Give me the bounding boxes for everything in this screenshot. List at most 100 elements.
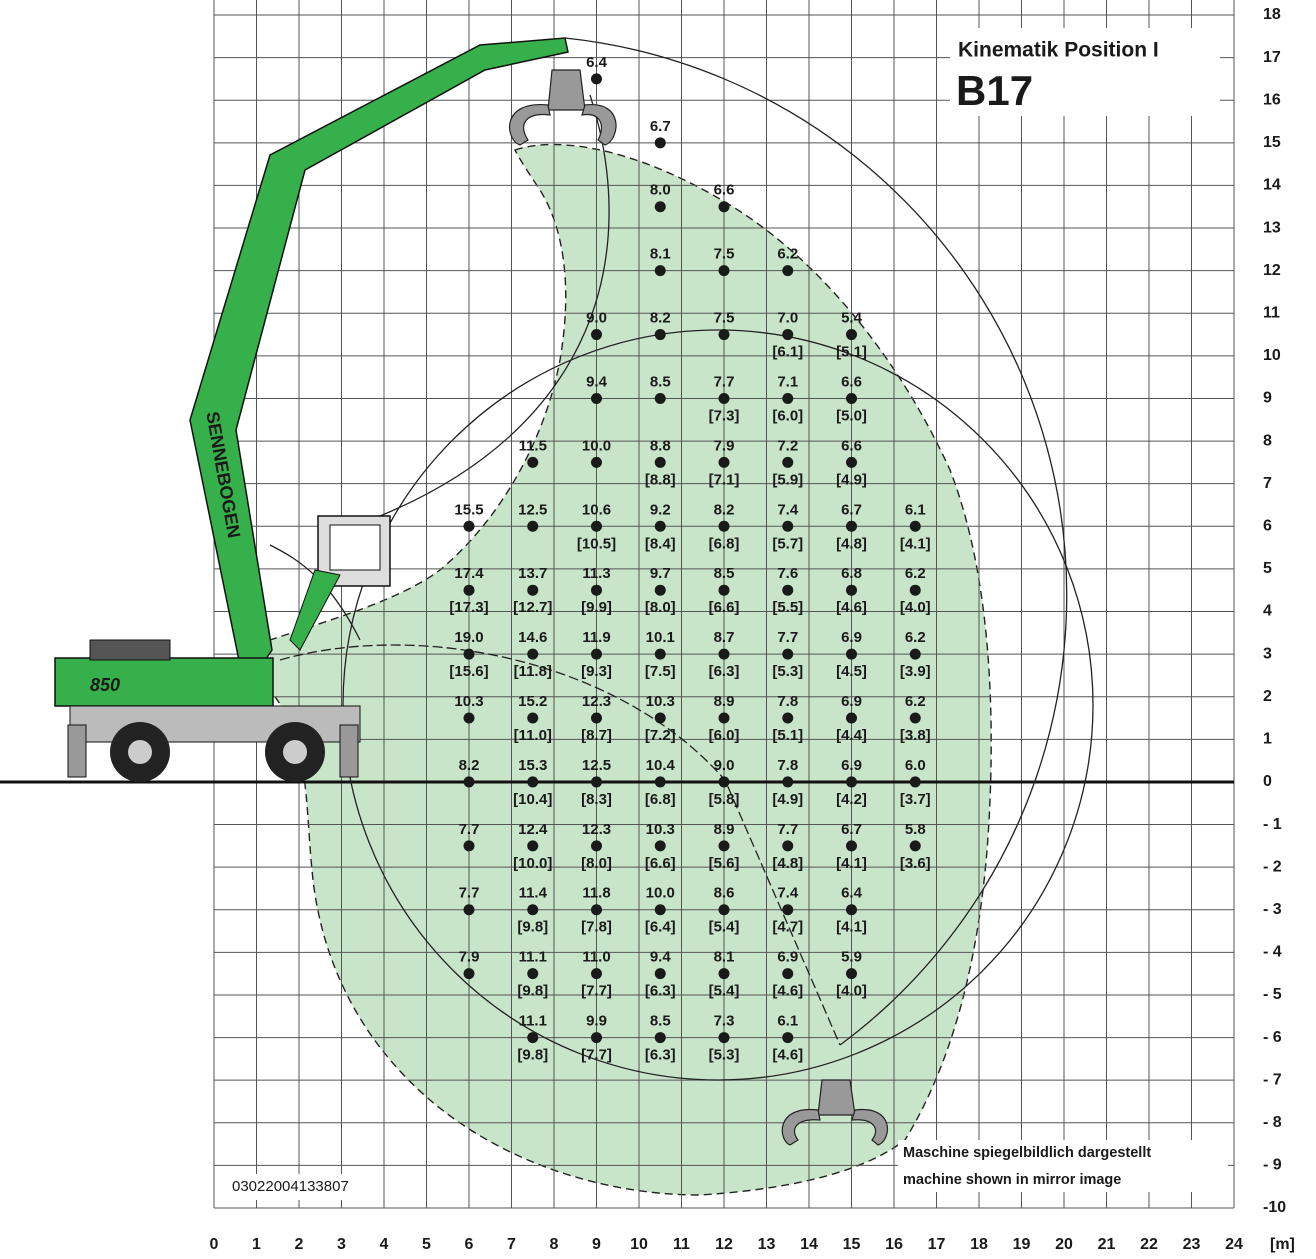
- point: [655, 904, 666, 915]
- load-label: 11.3: [582, 565, 610, 582]
- x-tick-label: 22: [1140, 1236, 1158, 1253]
- load-label: 11.9: [582, 629, 610, 646]
- reduced-load-label: [5.5]: [772, 599, 803, 616]
- reduced-load-label: [4.1]: [900, 535, 931, 552]
- load-label: 11.1: [519, 949, 547, 966]
- reduced-load-label: [9.8]: [517, 983, 548, 1000]
- point: [527, 457, 538, 468]
- point: [846, 840, 857, 851]
- reduced-load-label: [6.0]: [772, 407, 803, 424]
- y-tick-label: 14: [1263, 177, 1281, 194]
- point: [527, 521, 538, 532]
- reduced-load-label: [6.1]: [772, 344, 803, 361]
- reduced-load-label: [4.9]: [836, 471, 867, 488]
- x-tick-label: 13: [758, 1236, 776, 1253]
- load-label: 17.4: [454, 565, 484, 582]
- point: [846, 649, 857, 660]
- reduced-load-label: [10.0]: [513, 855, 552, 872]
- load-label: 10.1: [646, 629, 675, 646]
- y-tick-label: - 2: [1263, 858, 1282, 875]
- reduced-load-label: [5.3]: [772, 663, 803, 680]
- reduced-load-label: [12.7]: [513, 599, 552, 616]
- reduced-load-label: [8.8]: [645, 471, 676, 488]
- point: [782, 265, 793, 276]
- y-tick-label: - 7: [1263, 1071, 1282, 1088]
- load-label: 5.8: [905, 821, 926, 838]
- load-label: 7.7: [714, 373, 735, 390]
- point: [591, 1032, 602, 1043]
- y-tick-label: 16: [1263, 91, 1281, 108]
- point: [846, 713, 857, 724]
- reduced-load-label: [9.9]: [581, 599, 612, 616]
- x-tick-label: 24: [1225, 1236, 1243, 1253]
- reduced-load-label: [6.0]: [709, 727, 740, 744]
- point: [719, 1032, 730, 1043]
- grapple-jaw: [510, 105, 550, 145]
- load-label: 9.4: [650, 949, 672, 966]
- load-label: 8.0: [650, 182, 671, 199]
- x-tick-label: 3: [337, 1236, 346, 1253]
- point: [591, 649, 602, 660]
- load-label: 7.1: [777, 373, 798, 390]
- point: [464, 904, 475, 915]
- load-label: 6.4: [586, 54, 608, 71]
- point: [591, 329, 602, 340]
- load-label: 6.9: [841, 757, 862, 774]
- point: [719, 457, 730, 468]
- point: [655, 840, 666, 851]
- load-label: 6.6: [841, 373, 862, 390]
- reduced-load-label: [4.7]: [772, 919, 803, 936]
- load-label: 6.1: [777, 1013, 798, 1030]
- point: [591, 393, 602, 404]
- y-tick-label: - 1: [1263, 816, 1282, 833]
- y-tick-label: 10: [1263, 347, 1281, 364]
- point: [910, 649, 921, 660]
- load-label: 19.0: [454, 629, 483, 646]
- load-label: 6.2: [905, 693, 926, 710]
- point: [527, 968, 538, 979]
- point: [527, 649, 538, 660]
- point: [846, 457, 857, 468]
- reduced-load-label: [4.6]: [836, 599, 867, 616]
- point: [655, 649, 666, 660]
- load-label: 7.7: [777, 821, 798, 838]
- load-label: 7.6: [777, 565, 798, 582]
- point: [846, 776, 857, 787]
- load-label: 8.1: [650, 246, 671, 263]
- point: [591, 585, 602, 596]
- load-label: 9.7: [650, 565, 671, 582]
- reduced-load-label: [6.3]: [645, 983, 676, 1000]
- grapple-top: [548, 70, 585, 110]
- point: [782, 329, 793, 340]
- load-label: 7.4: [777, 885, 799, 902]
- reduced-load-label: [4.4]: [836, 727, 867, 744]
- outrigger: [68, 725, 86, 777]
- reduced-load-label: [11.0]: [514, 727, 552, 744]
- reduced-load-label: [8.7]: [581, 727, 612, 744]
- reduced-load-label: [3.8]: [900, 727, 931, 744]
- load-label: 11.1: [519, 1013, 547, 1030]
- load-label: 7.7: [459, 885, 480, 902]
- point: [910, 521, 921, 532]
- point: [782, 968, 793, 979]
- point: [782, 393, 793, 404]
- reduced-load-label: [8.0]: [645, 599, 676, 616]
- point: [782, 713, 793, 724]
- y-tick-label: 3: [1263, 645, 1272, 662]
- point: [719, 713, 730, 724]
- reduced-load-label: [4.8]: [836, 535, 867, 552]
- load-label: 7.5: [714, 310, 735, 327]
- point: [655, 265, 666, 276]
- reduced-load-label: [4.0]: [900, 599, 931, 616]
- reduced-load-label: [6.4]: [645, 919, 676, 936]
- point: [464, 585, 475, 596]
- reduced-load-label: [4.9]: [772, 791, 803, 808]
- load-label: 7.5: [714, 246, 735, 263]
- x-tick-label: 23: [1183, 1236, 1201, 1253]
- reduced-load-label: [8.0]: [581, 855, 612, 872]
- point: [464, 840, 475, 851]
- point: [846, 393, 857, 404]
- load-label: 6.8: [841, 565, 862, 582]
- reduced-load-label: [10.4]: [513, 791, 552, 808]
- point: [655, 521, 666, 532]
